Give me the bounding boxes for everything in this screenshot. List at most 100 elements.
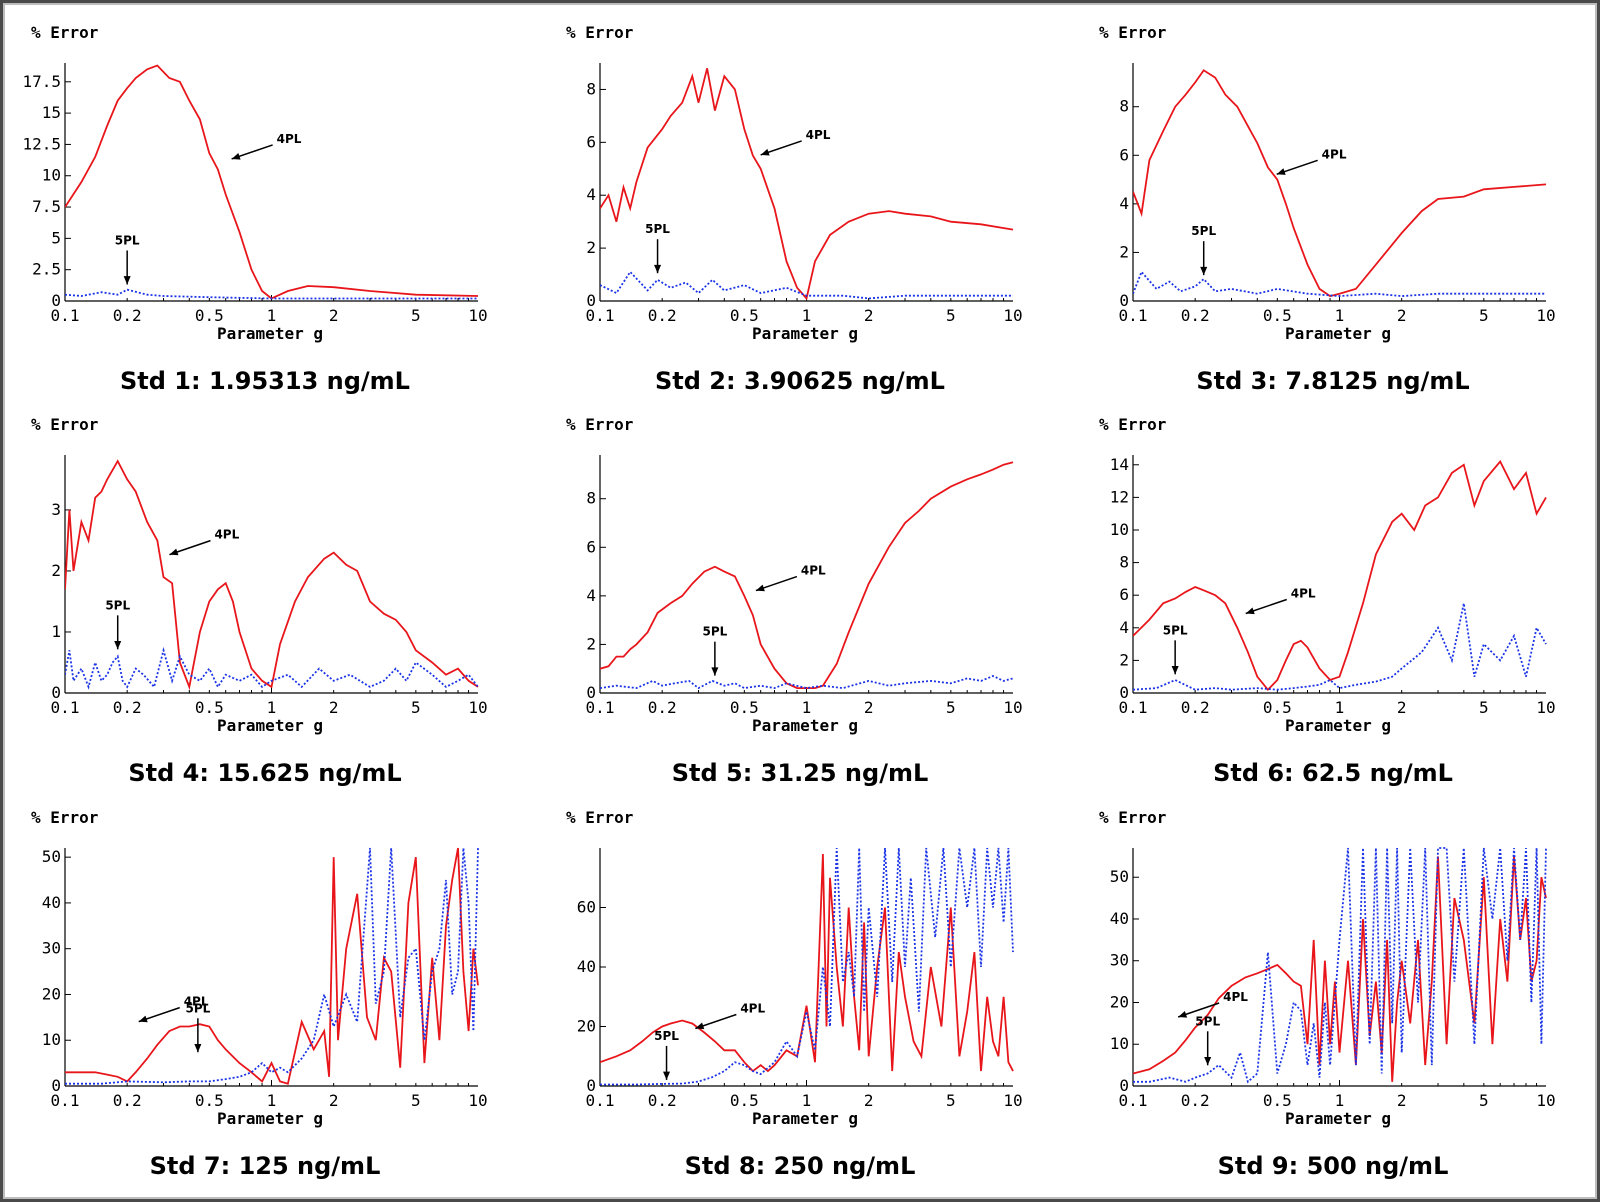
x-axis-title: Parameter g <box>1285 716 1391 735</box>
x-tick-label: 2 <box>329 1091 339 1110</box>
y-tick-label: 1 <box>51 622 61 641</box>
arrow-head-icon <box>138 1015 148 1023</box>
x-tick-label: 0.5 <box>1263 306 1292 325</box>
series-5pl-line <box>600 675 1014 690</box>
x-tick-label: 10 <box>468 1091 487 1110</box>
chart-panel-2: 0 2 4 6 8 0.1 0.2 0.5 1 2 5 10 % Error Parameter g 4PL… <box>566 23 1023 395</box>
annotation-label-4pl: 4PL <box>1223 990 1248 1004</box>
x-tick-label: 5 <box>1479 1091 1489 1110</box>
arrow-head-icon <box>1171 666 1179 675</box>
x-tick-label: 0.1 <box>586 698 615 717</box>
y-axis-title: % Error <box>1099 808 1166 827</box>
y-tick-label: 0 <box>586 683 596 702</box>
y-tick-label: 10 <box>1110 1034 1129 1053</box>
x-axis-title: Parameter g <box>1285 324 1391 343</box>
annotation-label-5pl: 5PL <box>1195 1014 1220 1028</box>
y-tick-label: 0 <box>1119 683 1129 702</box>
series-4pl-line <box>65 64 479 300</box>
x-axis-title: Parameter g <box>752 716 858 735</box>
series-4pl-line <box>1133 459 1547 692</box>
x-tick-label: 10 <box>468 698 487 717</box>
y-tick-label: 6 <box>1119 145 1129 164</box>
annotation-label-5pl: 5PL <box>185 1001 210 1015</box>
chart-caption: Std 3: 7.8125 ng/mL <box>1196 367 1469 395</box>
y-tick-label: 2 <box>586 634 596 653</box>
chart-panel-4: 0 1 2 3 0.1 0.2 0.5 1 2 5 10 % Error Parameter g 4PL 5… <box>31 415 488 787</box>
x-tick-label: 2 <box>864 1091 874 1110</box>
x-axis-title: Parameter g <box>217 324 323 343</box>
y-tick-label: 10 <box>42 1030 61 1049</box>
chart-caption: Std 6: 62.5 ng/mL <box>1213 759 1453 787</box>
x-tick-label: 0.2 <box>648 306 677 325</box>
y-tick-label: 8 <box>1119 553 1129 572</box>
x-tick-label: 5 <box>1479 306 1489 325</box>
x-tick-label: 10 <box>1003 698 1022 717</box>
arrow-head-icon <box>654 264 662 274</box>
x-tick-label: 10 <box>468 306 487 325</box>
arrow-head-icon <box>1245 607 1255 615</box>
x-tick-label: 0.2 <box>1181 698 1210 717</box>
chart-panel-1: 0 2.5 5 7.5 10 12.5 15 17.5 0.1 0.2 0.5 1 2 5 10 % Erro… <box>22 23 487 395</box>
arrow-head-icon <box>760 148 770 156</box>
x-tick-label: 5 <box>946 306 956 325</box>
chart-panel-7: 0 10 20 30 40 50 0.1 0.2 0.5 1 2 5 10 % Error Paramete… <box>31 808 488 1180</box>
x-tick-label: 0.5 <box>195 306 224 325</box>
y-tick-label: 40 <box>577 957 596 976</box>
arrow-head-icon <box>194 1043 202 1053</box>
y-tick-label: 30 <box>42 939 61 958</box>
y-tick-label: 0 <box>1119 1076 1129 1095</box>
annotation-label-4pl: 4PL <box>184 995 209 1009</box>
y-tick-label: 7.5 <box>32 197 61 216</box>
arrow-head-icon <box>1200 266 1208 276</box>
x-tick-label: 5 <box>946 698 956 717</box>
chart-panel-5: 0 2 4 6 8 0.1 0.2 0.5 1 2 5 10 % Error Parameter g 4PL… <box>566 415 1023 787</box>
y-tick-label: 4 <box>586 586 596 605</box>
x-tick-label: 0.5 <box>730 698 759 717</box>
chart-caption: Std 4: 15.625 ng/mL <box>128 759 401 787</box>
x-tick-label: 0.5 <box>1263 1091 1292 1110</box>
y-tick-label: 2 <box>586 238 596 257</box>
x-tick-label: 5 <box>411 698 421 717</box>
x-tick-label: 2 <box>864 306 874 325</box>
x-tick-label: 0.2 <box>648 698 677 717</box>
x-tick-label: 5 <box>1479 698 1489 717</box>
x-tick-label: 0.1 <box>1119 1091 1148 1110</box>
x-tick-label: 10 <box>1003 306 1022 325</box>
x-tick-label: 0.1 <box>586 1091 615 1110</box>
y-tick-label: 4 <box>1119 618 1129 637</box>
x-tick-label: 10 <box>1003 1091 1022 1110</box>
x-tick-label: 0.5 <box>1263 698 1292 717</box>
arrow-head-icon <box>1178 1011 1188 1018</box>
y-axis-title: % Error <box>566 23 633 42</box>
annotation-label-5pl: 5PL <box>115 233 140 247</box>
annotation-label-4pl: 4PL <box>1322 147 1347 161</box>
y-axis-title: % Error <box>31 23 98 42</box>
y-tick-label: 6 <box>586 132 596 151</box>
y-tick-label: 20 <box>42 984 61 1003</box>
arrow-head-icon <box>695 1022 705 1030</box>
y-tick-label: 8 <box>586 79 596 98</box>
chart-panel-3: 0 2 4 6 8 0.1 0.2 0.5 1 2 5 10 % Error Parameter g 4PL… <box>1099 23 1556 395</box>
x-tick-label: 2 <box>1397 698 1407 717</box>
x-axis-title: Parameter g <box>1285 1109 1391 1128</box>
series-5pl-line <box>1133 603 1547 691</box>
series-4pl-line <box>600 68 1014 301</box>
x-tick-label: 0.5 <box>730 1091 759 1110</box>
chart-caption: Std 5: 31.25 ng/mL <box>672 759 929 787</box>
y-tick-label: 0 <box>51 683 61 702</box>
x-tick-label: 0.2 <box>1181 1091 1210 1110</box>
annotation-label-4pl: 4PL <box>1291 586 1316 600</box>
x-tick-label: 2 <box>329 698 339 717</box>
y-tick-label: 2 <box>1119 242 1129 261</box>
y-tick-label: 2.5 <box>32 260 61 279</box>
y-axis-title: % Error <box>566 808 633 827</box>
y-tick-label: 60 <box>577 898 596 917</box>
x-tick-label: 0.1 <box>1119 306 1148 325</box>
y-tick-label: 20 <box>577 1017 596 1036</box>
x-tick-label: 2 <box>864 698 874 717</box>
x-tick-label: 2 <box>1397 306 1407 325</box>
x-axis-title: Parameter g <box>217 1109 323 1128</box>
y-tick-label: 8 <box>586 489 596 508</box>
x-tick-label: 5 <box>411 306 421 325</box>
annotation-label-5pl: 5PL <box>105 598 130 612</box>
